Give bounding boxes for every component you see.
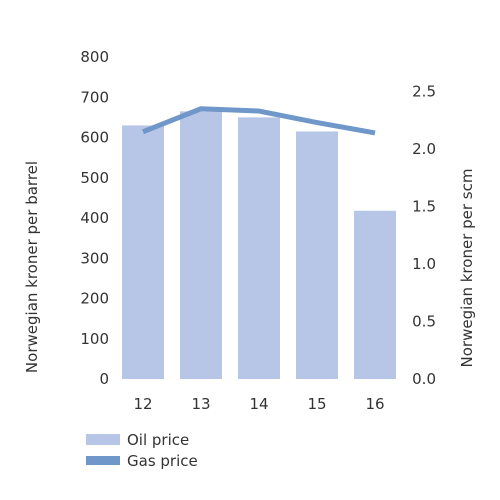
- left-tick-label: 100: [80, 330, 109, 348]
- oil-price-bar-13: [180, 111, 222, 380]
- right-tick-label: 0.5: [412, 313, 436, 331]
- x-tick-label-16: 16: [365, 395, 384, 413]
- x-axis-ticks: 12 13 14 15 16: [133, 395, 384, 413]
- left-tick-label: 300: [80, 249, 109, 267]
- left-tick-label: 800: [80, 48, 109, 66]
- right-tick-label: 2.5: [412, 83, 436, 101]
- legend-label-gas-price: Gas price: [127, 452, 198, 470]
- x-tick-label-13: 13: [191, 395, 210, 413]
- oil-price-bar-16: [354, 210, 396, 379]
- left-tick-label: 700: [80, 88, 109, 106]
- right-tick-label: 1.0: [412, 255, 436, 273]
- legend: Oil price Gas price: [86, 431, 198, 470]
- left-axis-title: Norwegian kroner per barrel: [23, 161, 41, 373]
- right-axis-ticks: 0.0 0.5 1.0 1.5 2.0 2.5: [412, 83, 436, 389]
- gas-price-line: [142, 106, 376, 136]
- x-tick-label-14: 14: [249, 395, 268, 413]
- right-tick-label: 1.5: [412, 198, 436, 216]
- right-tick-label: 0.0: [412, 370, 436, 388]
- x-tick-label-12: 12: [133, 395, 152, 413]
- x-tick-label-15: 15: [307, 395, 326, 413]
- right-tick-label: 2.0: [412, 140, 436, 158]
- left-tick-label: 500: [80, 169, 109, 187]
- left-axis-ticks: 0 100 200 300 400 500 600 700 800: [80, 48, 109, 388]
- gas-price-line-layer: [142, 106, 376, 136]
- left-tick-label: 0: [99, 370, 109, 388]
- oil-price-bar-12: [122, 125, 164, 379]
- left-tick-label: 600: [80, 129, 109, 147]
- left-tick-label: 200: [80, 290, 109, 308]
- right-axis-title: Norwegian kroner per scm: [458, 169, 476, 368]
- oil-price-bar-14: [238, 117, 280, 379]
- oil-price-bars: [122, 111, 396, 380]
- legend-label-oil-price: Oil price: [127, 431, 189, 449]
- legend-swatch-gas-price: [86, 456, 120, 465]
- left-tick-label: 400: [80, 209, 109, 227]
- legend-swatch-oil-price: [86, 434, 120, 445]
- oil-price-bar-15: [296, 131, 338, 379]
